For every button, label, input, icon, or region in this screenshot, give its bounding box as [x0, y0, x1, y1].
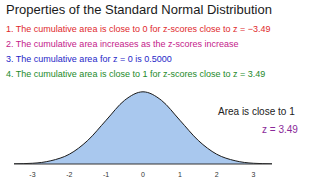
svg-text:-3: -3	[29, 171, 35, 178]
html-text:1. The cumulative area is clos: 1. The cumulative area is close to 0 for…	[6, 24, 271, 34]
html-text:z = 3.49: z = 3.49	[262, 124, 298, 135]
svg-text:-2: -2	[66, 171, 72, 178]
html-text:3. The cumulative area for z =: 3. The cumulative area for z = 0 is 0.50…	[6, 54, 172, 64]
svg-text:3: 3	[252, 171, 256, 178]
html-text:Area is close to 1: Area is close to 1	[218, 106, 295, 117]
svg-text:0: 0	[141, 171, 145, 178]
html-text:Properties of the Standard Nor: Properties of the Standard Normal Distri…	[6, 2, 272, 17]
html-text:4. The cumulative area is clos: 4. The cumulative area is close to 1 for…	[6, 69, 266, 79]
html-text:2. The cumulative area increas: 2. The cumulative area increases as the …	[6, 39, 239, 49]
svg-text:-1: -1	[103, 171, 109, 178]
svg-text:1: 1	[178, 171, 182, 178]
svg-text:2: 2	[215, 171, 219, 178]
